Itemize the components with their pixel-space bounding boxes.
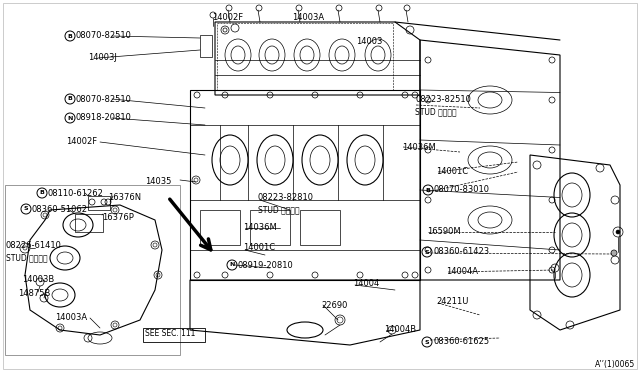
Text: N: N (229, 263, 235, 267)
Text: 08070-82510: 08070-82510 (76, 32, 132, 41)
Text: 24211U: 24211U (436, 298, 468, 307)
Text: 22690: 22690 (321, 301, 348, 310)
Text: 16376P: 16376P (102, 212, 134, 221)
Text: 14035: 14035 (145, 177, 172, 186)
Text: 14001C: 14001C (436, 167, 468, 176)
Bar (75, 214, 103, 232)
Bar (200, 35, 212, 57)
Circle shape (611, 250, 617, 256)
Text: 08918-20810: 08918-20810 (76, 113, 132, 122)
Text: 14875B: 14875B (18, 289, 51, 298)
Bar (200, 210, 240, 245)
Text: 14003: 14003 (356, 38, 382, 46)
Text: A’’(1)0065: A’’(1)0065 (595, 359, 635, 369)
Text: 08226-61410: 08226-61410 (6, 241, 62, 250)
Text: 14003A: 14003A (292, 13, 324, 22)
Text: 14002F: 14002F (66, 138, 97, 147)
Text: 08070-82510: 08070-82510 (76, 94, 132, 103)
Text: 14036M: 14036M (243, 224, 276, 232)
Text: S: S (425, 340, 429, 344)
Text: SEE SEC. 111: SEE SEC. 111 (145, 329, 195, 338)
Text: 08919-20810: 08919-20810 (238, 260, 294, 269)
Text: 14003B: 14003B (22, 275, 54, 283)
Text: STUD スタッド: STUD スタッド (415, 108, 456, 116)
Bar (88, 196, 110, 210)
Text: 08360-61625: 08360-61625 (433, 337, 489, 346)
Text: 14036M: 14036M (402, 142, 436, 151)
Text: 08223-82810: 08223-82810 (258, 192, 314, 202)
Text: 08223-82510: 08223-82510 (415, 94, 471, 103)
Text: 14003J: 14003J (88, 54, 117, 62)
Bar (250, 210, 290, 245)
Text: 14001C: 14001C (243, 244, 275, 253)
Text: 14004A: 14004A (446, 267, 478, 276)
Bar (143, 328, 205, 342)
Text: 08360-51062: 08360-51062 (32, 205, 88, 214)
Text: 08110-61262: 08110-61262 (48, 189, 104, 198)
Text: B: B (426, 187, 431, 192)
Text: 08070-83010: 08070-83010 (434, 186, 490, 195)
Text: 14004B: 14004B (384, 326, 416, 334)
Text: B: B (40, 190, 44, 196)
Text: 16590M: 16590M (427, 228, 461, 237)
Text: STUD スタッド: STUD スタッド (258, 205, 300, 215)
Text: 08360-61423: 08360-61423 (433, 247, 489, 257)
Text: 14003A: 14003A (55, 314, 87, 323)
Bar (300, 210, 340, 245)
Text: B: B (68, 96, 72, 102)
Text: 14002F: 14002F (212, 13, 243, 22)
Text: 16376N: 16376N (108, 192, 141, 202)
Circle shape (616, 230, 620, 234)
Text: STUD スタッド: STUD スタッド (6, 253, 47, 263)
Text: N: N (67, 115, 73, 121)
Text: 14004: 14004 (353, 279, 380, 289)
Text: B: B (68, 33, 72, 38)
Bar (5, 185, 180, 355)
Text: S: S (24, 206, 28, 212)
Text: S: S (425, 250, 429, 254)
